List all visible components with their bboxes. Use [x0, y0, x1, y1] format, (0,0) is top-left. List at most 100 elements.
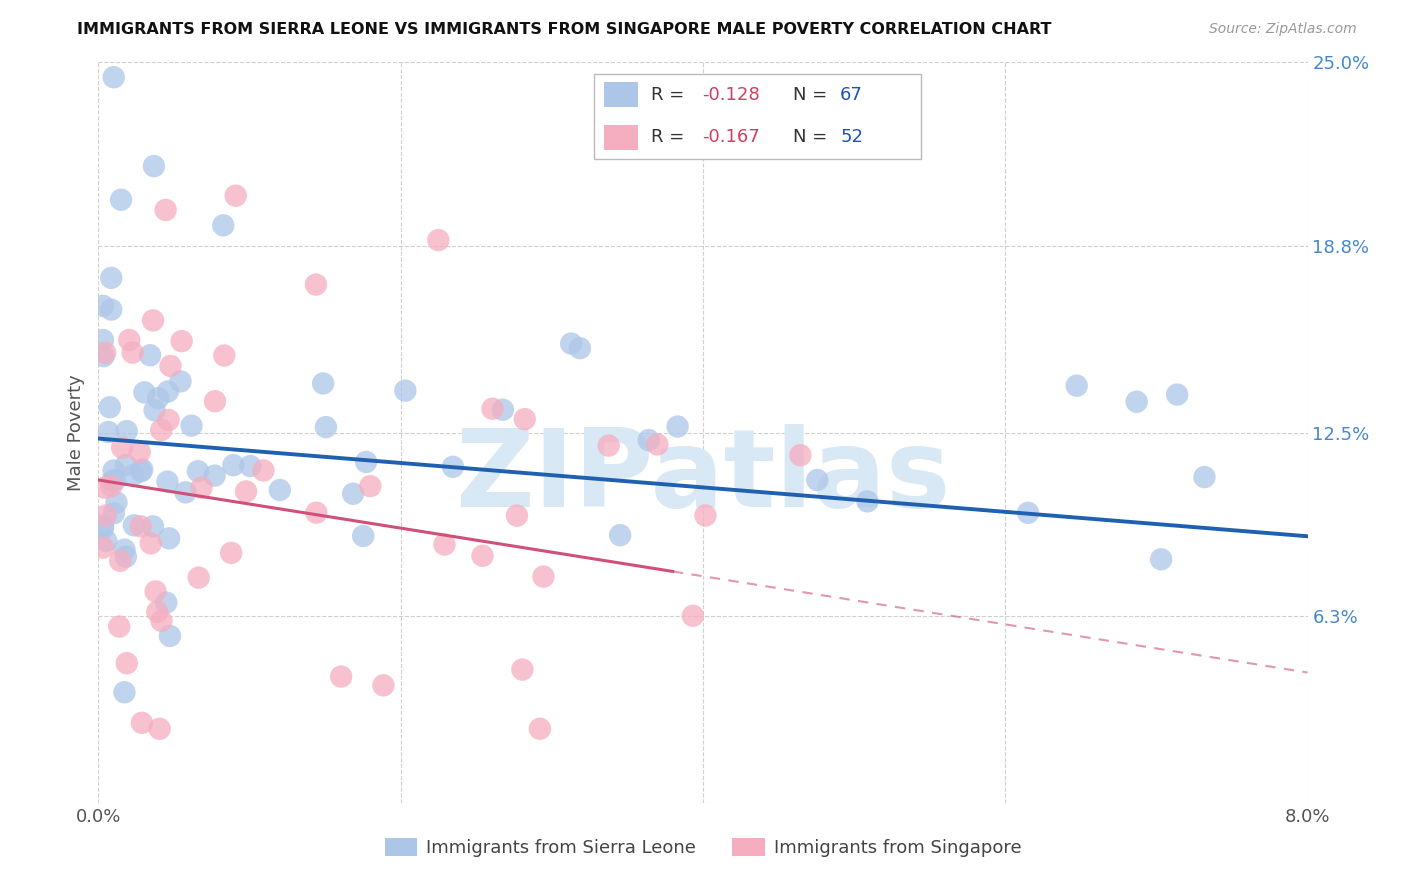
Point: [695, 508, 717, 523]
Point: [305, 506, 328, 520]
Point: [506, 508, 529, 523]
Point: [143, 403, 166, 417]
Point: [156, 384, 179, 399]
Point: [104, 473, 127, 487]
Point: [131, 462, 153, 476]
Text: R =: R =: [651, 128, 690, 146]
Point: [1017, 506, 1039, 520]
Point: [269, 483, 291, 497]
Point: [91, 333, 114, 347]
Point: [114, 542, 136, 557]
Point: [492, 402, 515, 417]
Point: [134, 385, 156, 400]
Point: [93, 481, 115, 495]
Point: [118, 333, 141, 347]
Point: [139, 348, 162, 362]
Point: [647, 437, 669, 451]
Point: [129, 519, 152, 533]
Point: [159, 629, 181, 643]
Point: [96, 533, 118, 548]
Point: [150, 423, 173, 437]
Point: [204, 394, 226, 409]
Point: [225, 188, 247, 202]
Point: [352, 529, 374, 543]
Text: ZIPatlas: ZIPatlas: [456, 424, 950, 530]
Point: [100, 270, 122, 285]
Point: [110, 193, 132, 207]
Point: [394, 384, 416, 398]
Text: R =: R =: [651, 86, 690, 103]
Point: [359, 479, 381, 493]
Point: [512, 663, 534, 677]
Point: [146, 605, 169, 619]
Point: [214, 349, 236, 363]
Point: [682, 608, 704, 623]
Text: IMMIGRANTS FROM SIERRA LEONE VS IMMIGRANTS FROM SINGAPORE MALE POVERTY CORRELATI: IMMIGRANTS FROM SIERRA LEONE VS IMMIGRAN…: [77, 22, 1052, 37]
Text: 52: 52: [841, 128, 863, 146]
Point: [142, 159, 165, 173]
Point: [142, 519, 165, 533]
Point: [204, 468, 226, 483]
Point: [108, 554, 131, 568]
Point: [187, 571, 209, 585]
Point: [471, 549, 494, 563]
Point: [114, 549, 136, 564]
Point: [105, 495, 128, 509]
Point: [533, 569, 555, 583]
Point: [115, 458, 138, 472]
Point: [100, 479, 122, 493]
Point: [103, 463, 125, 477]
Point: [91, 541, 114, 555]
Point: [637, 433, 659, 447]
Text: -0.167: -0.167: [702, 128, 759, 146]
Point: [315, 420, 337, 434]
Point: [373, 678, 395, 692]
Point: [305, 277, 328, 292]
Point: [108, 619, 131, 633]
Point: [441, 459, 464, 474]
Point: [91, 518, 114, 533]
Point: [433, 537, 456, 551]
Point: [170, 334, 193, 348]
Point: [148, 391, 170, 405]
Point: [145, 584, 167, 599]
Point: [342, 487, 364, 501]
FancyBboxPatch shape: [593, 74, 921, 159]
Point: [115, 424, 138, 438]
Point: [481, 401, 503, 416]
Point: [94, 345, 117, 359]
Point: [111, 441, 134, 455]
Point: [1166, 387, 1188, 401]
Point: [139, 536, 162, 550]
Point: [128, 445, 150, 459]
Text: Source: ZipAtlas.com: Source: ZipAtlas.com: [1209, 22, 1357, 37]
Point: [159, 359, 181, 373]
Point: [1194, 470, 1216, 484]
Text: 67: 67: [841, 86, 863, 103]
Point: [157, 413, 180, 427]
Point: [239, 459, 262, 474]
Point: [180, 418, 202, 433]
Point: [94, 508, 117, 523]
Text: N =: N =: [793, 86, 832, 103]
Point: [354, 455, 377, 469]
Point: [157, 531, 180, 545]
Point: [789, 448, 811, 462]
Point: [806, 473, 828, 487]
Point: [252, 463, 274, 477]
Point: [122, 518, 145, 533]
Point: [100, 302, 122, 317]
Point: [190, 481, 212, 495]
Point: [513, 412, 536, 426]
Point: [91, 521, 114, 535]
Point: [121, 345, 143, 359]
Point: [609, 528, 631, 542]
Point: [212, 219, 235, 233]
Point: [427, 233, 450, 247]
Point: [1150, 552, 1173, 566]
Point: [91, 299, 114, 313]
Point: [856, 494, 879, 508]
Y-axis label: Male Poverty: Male Poverty: [67, 375, 86, 491]
Point: [129, 464, 152, 478]
Point: [666, 419, 689, 434]
